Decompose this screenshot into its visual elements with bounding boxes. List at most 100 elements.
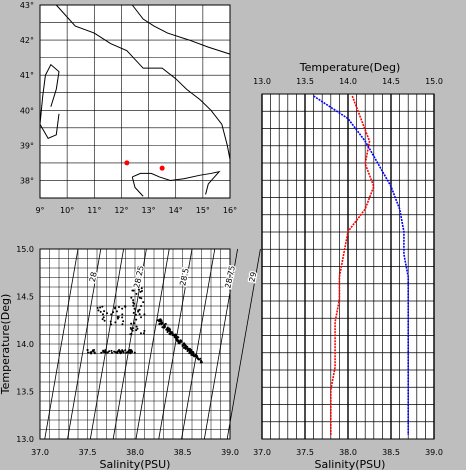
profile-title: Temperature(Deg) [299,61,400,74]
ts-point [140,316,143,319]
ts-x-tick-label: 37.5 [79,448,97,457]
ts-point [131,350,134,353]
ts-point [121,323,124,326]
map-panel: 9° 10° 11° 12° 13° 14° 15° 16° 38° 39° 40° 41° 42° 43… [20,1,237,215]
ts-point [103,350,106,353]
density-label: 28.5 [178,267,191,286]
profile-panel: 13.0 13.5 14.0 14.5 15.0 37.0 37.5 38.0 38.5 39.0… [253,61,443,470]
ts-point [158,318,161,321]
ts-point [101,318,104,321]
map-x-tick-label: 13° [141,206,155,215]
station-markers [124,160,165,171]
ts-point [104,349,107,352]
ts-x-tick-label: 37.0 [31,448,49,457]
density-label-halo: 28 [88,271,99,283]
profile-tick-labels: 13.0 13.5 14.0 14.5 15.0 37.0 37.5 38.0 38.5 39.0 [253,77,443,457]
ts-point [117,306,120,309]
ts-point [135,325,138,328]
profile-top-tick-label: 13.5 [296,77,314,86]
coastline [39,4,231,197]
ts-point [133,307,136,310]
density-isoline [158,248,193,440]
ts-point [131,329,134,332]
ts-point [140,297,143,300]
profile-bottom-tick-label: 37.0 [253,448,271,457]
ts-point [191,353,194,356]
station-marker [159,165,165,171]
coastline-segment [131,176,144,197]
ts-x-tick-label: 39.0 [221,448,239,457]
ts-point [110,313,113,316]
ts-point [101,305,104,308]
ts-point [194,353,197,356]
ts-x-tick-label: 38.5 [174,448,192,457]
ts-point [132,311,135,314]
ts-point [166,327,169,330]
coastline-segment [132,170,221,195]
profile-top-tick-label: 14.0 [339,77,357,86]
ts-point [183,342,186,345]
density-label: 28 [88,271,99,283]
ts-point [103,319,106,322]
ts-point [186,350,189,353]
ts-point [174,333,177,336]
ts-point [105,351,108,354]
ts-ylabel: Temperature(Deg) [0,294,12,395]
profile-bottom-tick-label: 38.0 [339,448,357,457]
ts-point [188,349,191,352]
ts-point [130,322,133,325]
ts-point [124,349,127,352]
ts-point [121,350,124,353]
ts-point [130,296,133,299]
ts-point [139,290,142,293]
ts-point [134,313,137,316]
profile-top-tick-label: 15.0 [425,77,443,86]
ts-point [109,320,112,323]
ts-point [137,288,140,291]
map-y-tick-label: 43° [20,1,34,10]
ts-point [86,349,89,352]
ts-point [96,306,99,309]
ts-point [177,339,180,342]
ts-point [93,352,96,355]
ts-point [110,351,113,354]
ts-point [131,327,134,330]
map-x-tick-label: 12° [114,206,128,215]
ts-x-tick-label: 38.0 [126,448,144,457]
density-isoline [112,248,147,440]
ts-point [112,311,115,314]
ts-point [102,351,105,354]
ts-point [137,310,140,313]
ts-point [166,330,169,333]
ts-point [133,322,136,325]
ts-point [161,326,164,329]
ts-point [198,358,201,361]
ts-point [132,299,135,302]
ts-point [169,331,172,334]
ts-point [163,324,166,327]
density-label: 29 [248,271,259,283]
ts-point [110,349,113,352]
ts-point [100,351,103,354]
ts-point [140,304,143,307]
ts-point [171,331,174,334]
density-isoline [67,248,102,440]
density-isoline [135,248,170,440]
ts-point [182,346,185,349]
ts-y-tick-label: 13.0 [16,435,34,444]
coastline-segment [131,4,231,55]
ts-point [97,309,100,312]
map-x-tick-label: 9° [35,206,44,215]
salinity-profile [313,95,410,435]
ts-point [136,327,139,330]
ts-point [139,332,142,335]
ts-point [169,333,172,336]
ts-point [115,310,118,313]
ts-point [176,335,179,338]
map-tick-labels: 9° 10° 11° 12° 13° 14° 15° 16° 38° 39° 40° 41° 42° 43… [20,1,237,215]
ts-point [86,351,89,354]
ts-point [106,312,109,315]
ts-point [184,346,187,349]
ts-y-tick-label: 14.5 [16,293,34,302]
